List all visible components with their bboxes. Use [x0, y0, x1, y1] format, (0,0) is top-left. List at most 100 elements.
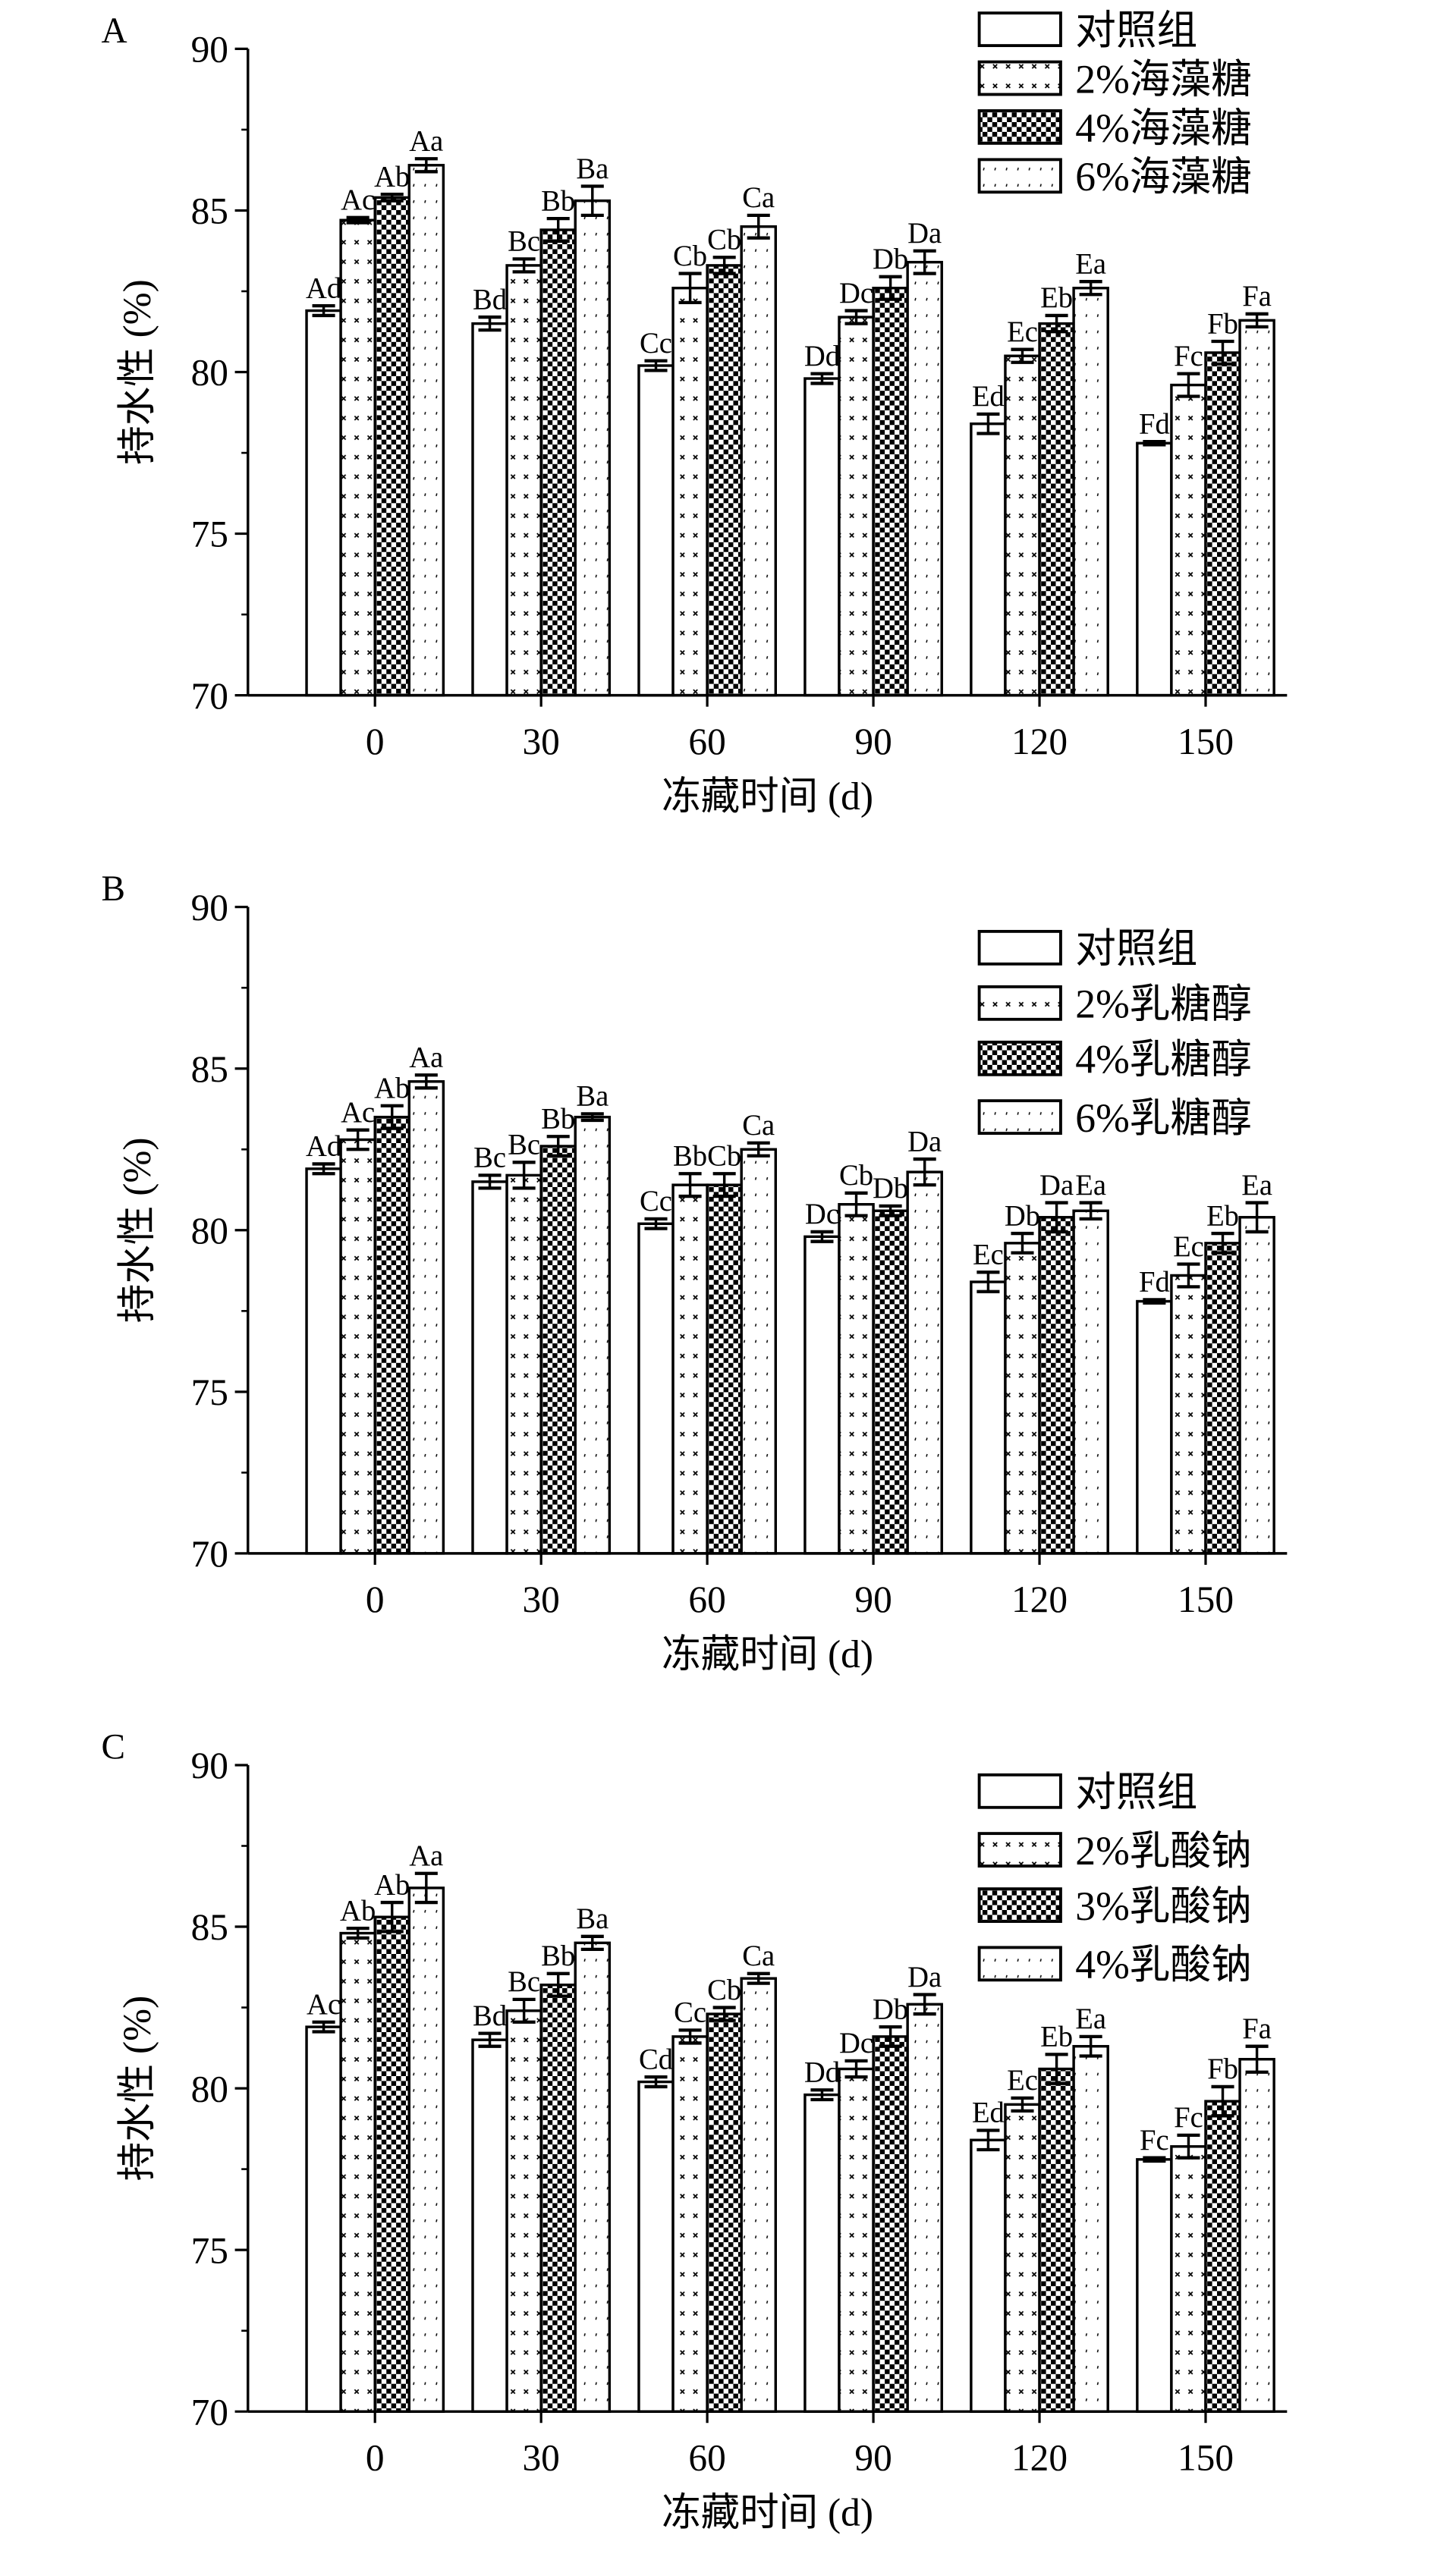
- bar-dots: [740, 225, 777, 697]
- bar-checker: [872, 2035, 909, 2413]
- bar-blank: [471, 1180, 508, 1555]
- bar-dots: [1238, 1216, 1275, 1555]
- bar-cross: [671, 2035, 709, 2413]
- bar-cross: [1170, 1274, 1207, 1555]
- legend-swatch-cross: [977, 60, 1062, 96]
- legend-label: 6%海藻糖: [1075, 154, 1252, 199]
- significance-label: Ba: [576, 1903, 609, 1935]
- bar-cross: [339, 218, 376, 697]
- significance-label: Da: [1039, 1170, 1074, 1202]
- significance-label: Bd: [473, 284, 507, 316]
- x-tick-label: 150: [1178, 1579, 1234, 1620]
- significance-label: Dd: [804, 2056, 840, 2088]
- bar-blank: [803, 2093, 841, 2413]
- y-tick-label: 70: [191, 1533, 228, 1575]
- y-tick-label: 90: [191, 1745, 228, 1786]
- significance-label: Ab: [374, 1073, 410, 1104]
- significance-label: Ec: [1007, 2065, 1038, 2097]
- significance-label: Fa: [1242, 281, 1272, 313]
- significance-label: Dd: [804, 341, 840, 372]
- significance-label: Ad: [306, 272, 341, 304]
- legend-swatch-blank: [977, 929, 1062, 966]
- bar-blank: [471, 2038, 508, 2413]
- bar-checker: [539, 228, 577, 697]
- significance-label: Dc: [839, 2028, 873, 2059]
- x-tick-label: 90: [854, 2436, 892, 2478]
- y-tick-label: 90: [191, 29, 228, 71]
- bar-checker: [539, 1145, 577, 1555]
- significance-label: Ab: [374, 161, 410, 193]
- significance-label: Db: [873, 1173, 908, 1205]
- panel-letter: C: [102, 1727, 126, 1767]
- significance-label: Ed: [972, 2097, 1005, 2129]
- significance-label: Bb: [673, 1140, 707, 1172]
- panel-letter: A: [102, 11, 127, 51]
- significance-label: Da: [907, 1126, 942, 1158]
- bar-checker: [872, 1209, 909, 1555]
- panel-letter: B: [102, 869, 126, 909]
- bar-blank: [1136, 441, 1173, 697]
- x-tick-label: 30: [522, 1579, 559, 1620]
- legend-label: 4%乳糖醇: [1075, 1037, 1252, 1082]
- bar-blank: [637, 1222, 675, 1555]
- bar-cross: [1004, 2103, 1041, 2413]
- significance-label: Ea: [1241, 1170, 1272, 1202]
- bar-blank: [970, 1280, 1007, 1555]
- y-tick-label: 80: [191, 1210, 228, 1252]
- x-tick-label: 0: [366, 2436, 385, 2478]
- bar-dots: [574, 1941, 612, 2413]
- y-tick-label: 80: [191, 2068, 228, 2109]
- bar-dots: [1238, 319, 1275, 697]
- bar-blank: [803, 377, 841, 697]
- bar-blank: [970, 422, 1007, 697]
- bar-checker: [539, 1984, 577, 2413]
- significance-label: Da: [907, 218, 942, 250]
- x-tick-label: 60: [688, 2436, 725, 2478]
- y-tick-label: 90: [191, 887, 228, 928]
- bar-checker: [1038, 1216, 1075, 1555]
- legend-swatch-blank: [977, 11, 1062, 48]
- bar-cross: [671, 1183, 709, 1555]
- significance-label: Fc: [1174, 2102, 1203, 2134]
- legend-swatch-dots: [977, 158, 1062, 194]
- x-tick-label: 30: [522, 2436, 559, 2478]
- significance-label: Ed: [972, 381, 1005, 413]
- significance-label: Aa: [409, 1042, 443, 1074]
- x-tick-label: 90: [854, 721, 892, 762]
- bar-checker: [706, 1183, 743, 1555]
- significance-label: Ea: [1075, 248, 1106, 280]
- x-axis-label: 冻藏时间 (d): [662, 2491, 873, 2534]
- bar-cross: [1170, 2145, 1207, 2413]
- bar-cross: [838, 1202, 875, 1555]
- bar-checker: [373, 196, 411, 697]
- y-tick-label: 75: [191, 2229, 228, 2271]
- significance-label: Db: [873, 1993, 908, 2025]
- significance-label: Fb: [1207, 2053, 1238, 2085]
- bar-dots: [574, 199, 612, 697]
- bar-cross: [505, 264, 542, 697]
- bar-cross: [505, 1173, 542, 1555]
- bar-checker: [1038, 322, 1075, 697]
- significance-label: Ba: [576, 1081, 609, 1113]
- bar-blank: [637, 364, 675, 697]
- legend-swatch-cross: [977, 1832, 1062, 1868]
- y-tick-label: 70: [191, 675, 228, 717]
- significance-label: Cd: [639, 2044, 673, 2075]
- bar-dots: [906, 260, 943, 697]
- legend-label: 对照组: [1075, 1770, 1197, 1815]
- legend-swatch-checker: [977, 1887, 1062, 1923]
- significance-label: Bb: [541, 185, 575, 217]
- significance-label: Ac: [307, 1989, 341, 2021]
- bar-cross: [1170, 383, 1207, 697]
- significance-label: Bc: [473, 1142, 506, 1174]
- significance-label: Ca: [742, 1940, 775, 1972]
- legend-label: 4%乳酸钠: [1075, 1942, 1252, 1987]
- significance-label: Ca: [742, 182, 775, 214]
- x-tick-label: 90: [854, 1579, 892, 1620]
- bar-blank: [1136, 1299, 1173, 1555]
- x-tick-label: 60: [688, 721, 725, 762]
- bar-dots: [906, 1170, 943, 1555]
